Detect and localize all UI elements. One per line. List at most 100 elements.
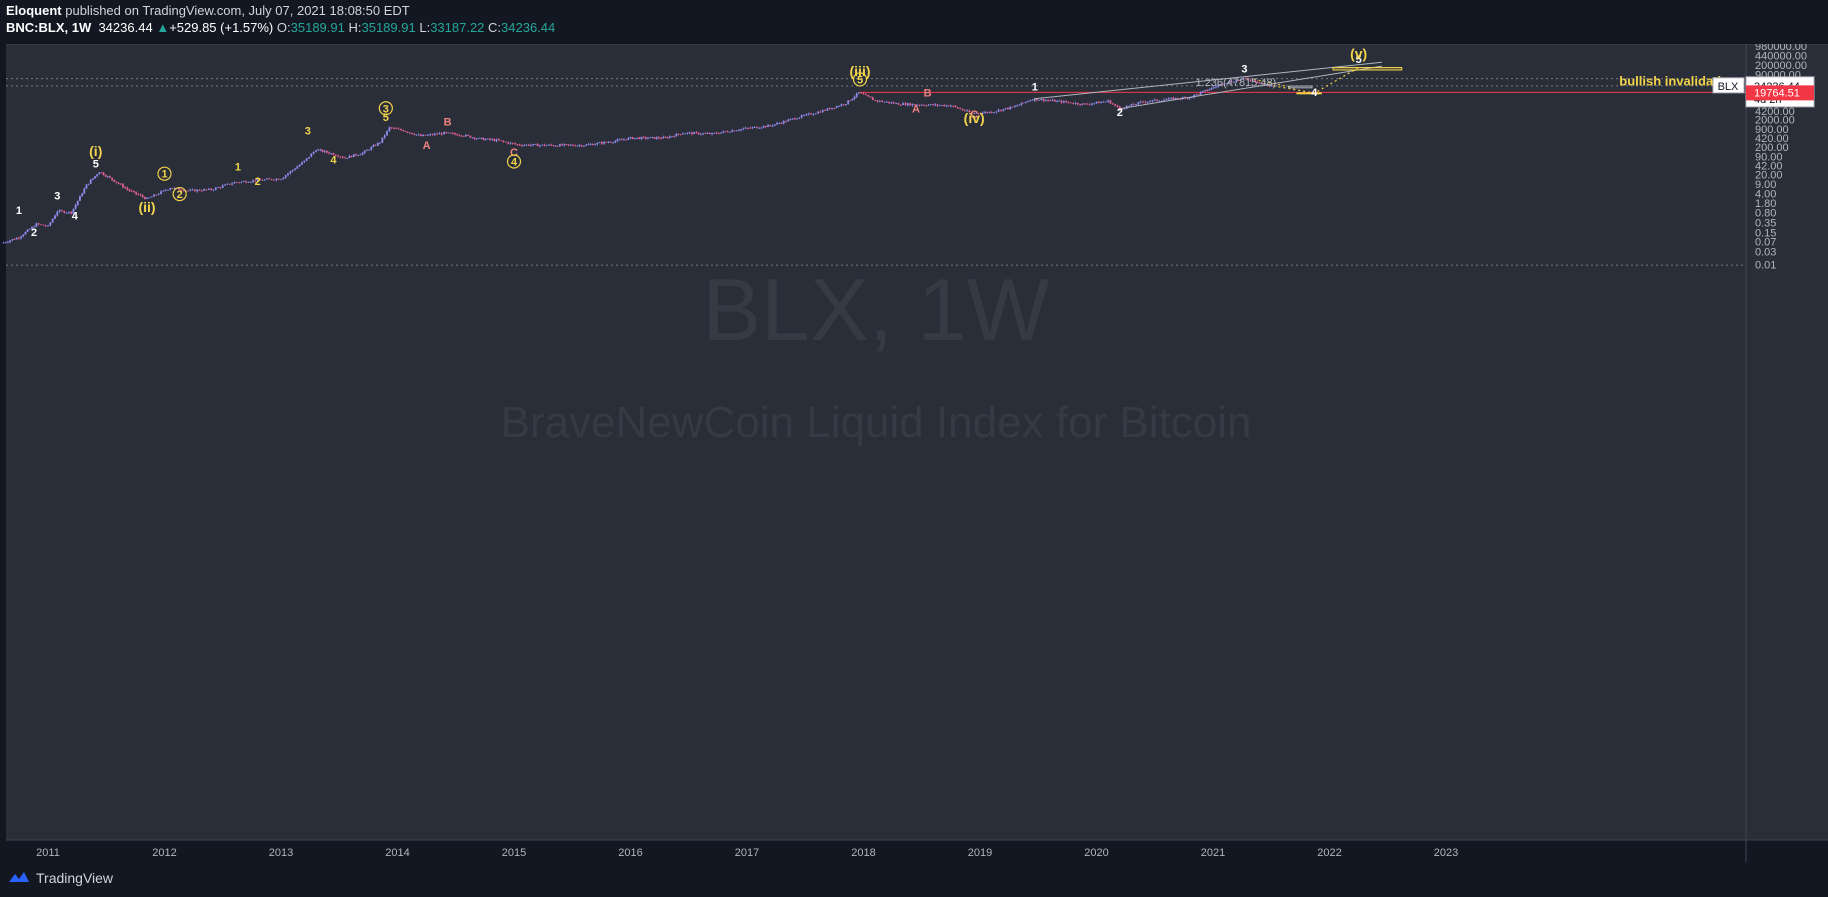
candle-body (892, 102, 895, 104)
candle-body (649, 137, 652, 139)
candle-body (1011, 106, 1014, 108)
y-tick-label: 440000.00 (1755, 51, 1807, 63)
ohlc-legend: BNC:BLX, 1W 34236.44 ▲+529.85 (+1.57%) O… (6, 20, 555, 35)
candle-body (523, 145, 526, 146)
candle-body (1002, 109, 1005, 111)
candle-body (516, 144, 519, 146)
price-axis[interactable] (1746, 44, 1828, 840)
y-tick-label: 0.07 (1755, 236, 1776, 248)
publish-date: published on TradingView.com, July 07, 2… (65, 3, 410, 18)
candle-body (72, 208, 75, 214)
x-tick-label: 2015 (502, 847, 526, 859)
candle-body (1139, 101, 1142, 103)
candle-body (1083, 103, 1086, 105)
candle-body (56, 211, 59, 216)
candle-body (572, 144, 574, 146)
candle-body (424, 134, 427, 136)
candle-body (794, 118, 796, 120)
candle-body (990, 111, 993, 113)
watermark-symbol: BLX, 1W (702, 260, 1049, 359)
candle-body (1156, 99, 1158, 101)
invalidation-price-tag (1746, 85, 1814, 101)
wave-label: 3 (1241, 64, 1247, 76)
candle-body (1022, 102, 1025, 104)
target-box-high (1332, 67, 1403, 71)
candle-body (102, 172, 105, 176)
candle-body (346, 158, 349, 159)
candle-body (1215, 86, 1217, 88)
candle-body (275, 178, 278, 181)
plot-pane[interactable] (6, 44, 1746, 840)
candle-body (966, 110, 969, 112)
candle-body (473, 137, 476, 139)
x-tick-label: 2018 (851, 847, 875, 859)
candle-body (731, 130, 734, 132)
candle-body (1130, 104, 1133, 106)
candle-body (447, 132, 450, 134)
y-tick-label: 200.00 (1755, 142, 1789, 154)
candle-body (735, 130, 738, 132)
candle-body (782, 120, 785, 124)
candle-body (370, 146, 373, 150)
candle-body (1107, 100, 1110, 102)
price-chart[interactable]: BLX, 1W BraveNewCoin Liquid Index for Bi… (0, 44, 1828, 862)
candle-body (764, 126, 767, 127)
candle-body (1020, 102, 1023, 105)
candle-body (383, 135, 386, 138)
candle-body (106, 176, 109, 178)
candle-body (436, 133, 439, 135)
y-tick-label: 980000.00 (1755, 44, 1807, 53)
candle-body (376, 142, 379, 146)
wave-label: C (510, 147, 518, 159)
candle-body (1079, 104, 1082, 106)
y-tick-label: 0.35 (1755, 217, 1776, 229)
candle-body (150, 196, 153, 198)
candle-body (1040, 99, 1043, 101)
x-tick-label: 2022 (1317, 847, 1341, 859)
candle-body (1044, 100, 1047, 101)
candle-body (1142, 101, 1144, 103)
candle-body (1167, 98, 1170, 100)
candle-body (226, 183, 229, 185)
candle-body (828, 108, 831, 110)
candle-body (1123, 108, 1126, 110)
candle-body (259, 179, 261, 181)
candle-body (711, 132, 713, 135)
candle-body (1060, 100, 1063, 103)
candle-body (390, 127, 393, 129)
candle-body (1260, 83, 1263, 84)
wave-circle (506, 154, 522, 169)
candle-body (408, 132, 411, 134)
candle-body (800, 115, 803, 118)
candle-body (233, 182, 236, 184)
wave-label: A (912, 103, 920, 115)
candle-body (1014, 106, 1016, 107)
candle-body (104, 175, 107, 177)
y-tick-label: 420.00 (1755, 133, 1789, 145)
candle-body (1235, 80, 1238, 82)
candle-body (26, 229, 29, 232)
candle-body (143, 197, 146, 199)
candle-body (268, 178, 271, 180)
candle-body (1000, 109, 1002, 111)
x-tick-label: 2013 (269, 847, 293, 859)
candle-body (415, 134, 418, 136)
candle-body (475, 138, 478, 140)
invalidation-price-label: 19764.51 (1754, 87, 1800, 99)
candle-body (406, 131, 409, 133)
candle-body (627, 137, 630, 140)
candle-body (155, 194, 158, 196)
candle-body (1072, 103, 1075, 105)
candle-body (1058, 100, 1061, 102)
candle-body (96, 174, 99, 177)
candle-body (404, 131, 407, 133)
candle-body (189, 189, 192, 191)
candle-body (238, 182, 240, 184)
candle-body (959, 108, 962, 110)
candle-body (1190, 97, 1193, 98)
candle-body (758, 127, 760, 129)
candle-body (961, 108, 964, 111)
y-tick-label: 9.00 (1755, 179, 1776, 191)
candle-body (647, 138, 649, 139)
candle-body (379, 142, 381, 144)
